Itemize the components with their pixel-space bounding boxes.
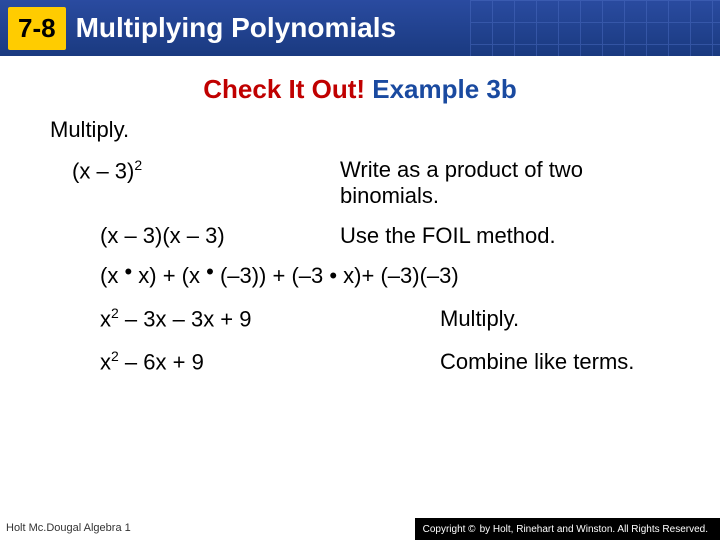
subtitle-check-it-out: Check It Out! — [203, 74, 365, 104]
example-subtitle: Check It Out! Example 3b — [0, 74, 720, 105]
instruction-text: Multiply. — [50, 117, 670, 143]
slide-content: Multiply. (x – 3)2 Write as a product of… — [0, 105, 720, 376]
lesson-title: Multiplying Polynomials — [76, 12, 396, 44]
copyright-rights: by Holt, Rinehart and Winston. All Right… — [480, 524, 708, 535]
step2-hint: Multiply. — [440, 306, 519, 332]
problem-row: (x – 3)2 Write as a product of two binom… — [50, 157, 670, 209]
step3-hint: Combine like terms. — [440, 349, 634, 375]
slide-header: 7-8 Multiplying Polynomials — [0, 0, 720, 56]
footer-copyright: Copyright © by Holt, Rinehart and Winsto… — [415, 518, 720, 540]
step2-row: x2 – 3x – 3x + 9 Multiply. — [50, 305, 670, 332]
subtitle-example-number: Example 3b — [365, 74, 517, 104]
problem-expression: (x – 3)2 — [50, 157, 340, 184]
problem-hint: Write as a product of two binomials. — [340, 157, 670, 209]
header-grid-decoration — [470, 0, 720, 56]
footer-textbook: Holt Mc.Dougal Algebra 1 — [6, 522, 131, 534]
step3-expression: x2 – 6x + 9 — [100, 348, 440, 375]
step1-row: (x – 3)(x – 3) Use the FOIL method. — [50, 223, 670, 249]
lesson-number-badge: 7-8 — [8, 7, 66, 50]
step2-expression: x2 – 3x – 3x + 9 — [100, 305, 440, 332]
step1-expression: (x – 3)(x – 3) — [50, 223, 340, 249]
step1-hint: Use the FOIL method. — [340, 223, 670, 249]
foil-expansion: (x • x) + (x • (–3)) + (–3 • x)+ (–3)(–3… — [50, 263, 670, 289]
step3-row: x2 – 6x + 9 Combine like terms. — [50, 348, 670, 375]
copyright-label: Copyright © — [423, 524, 476, 535]
